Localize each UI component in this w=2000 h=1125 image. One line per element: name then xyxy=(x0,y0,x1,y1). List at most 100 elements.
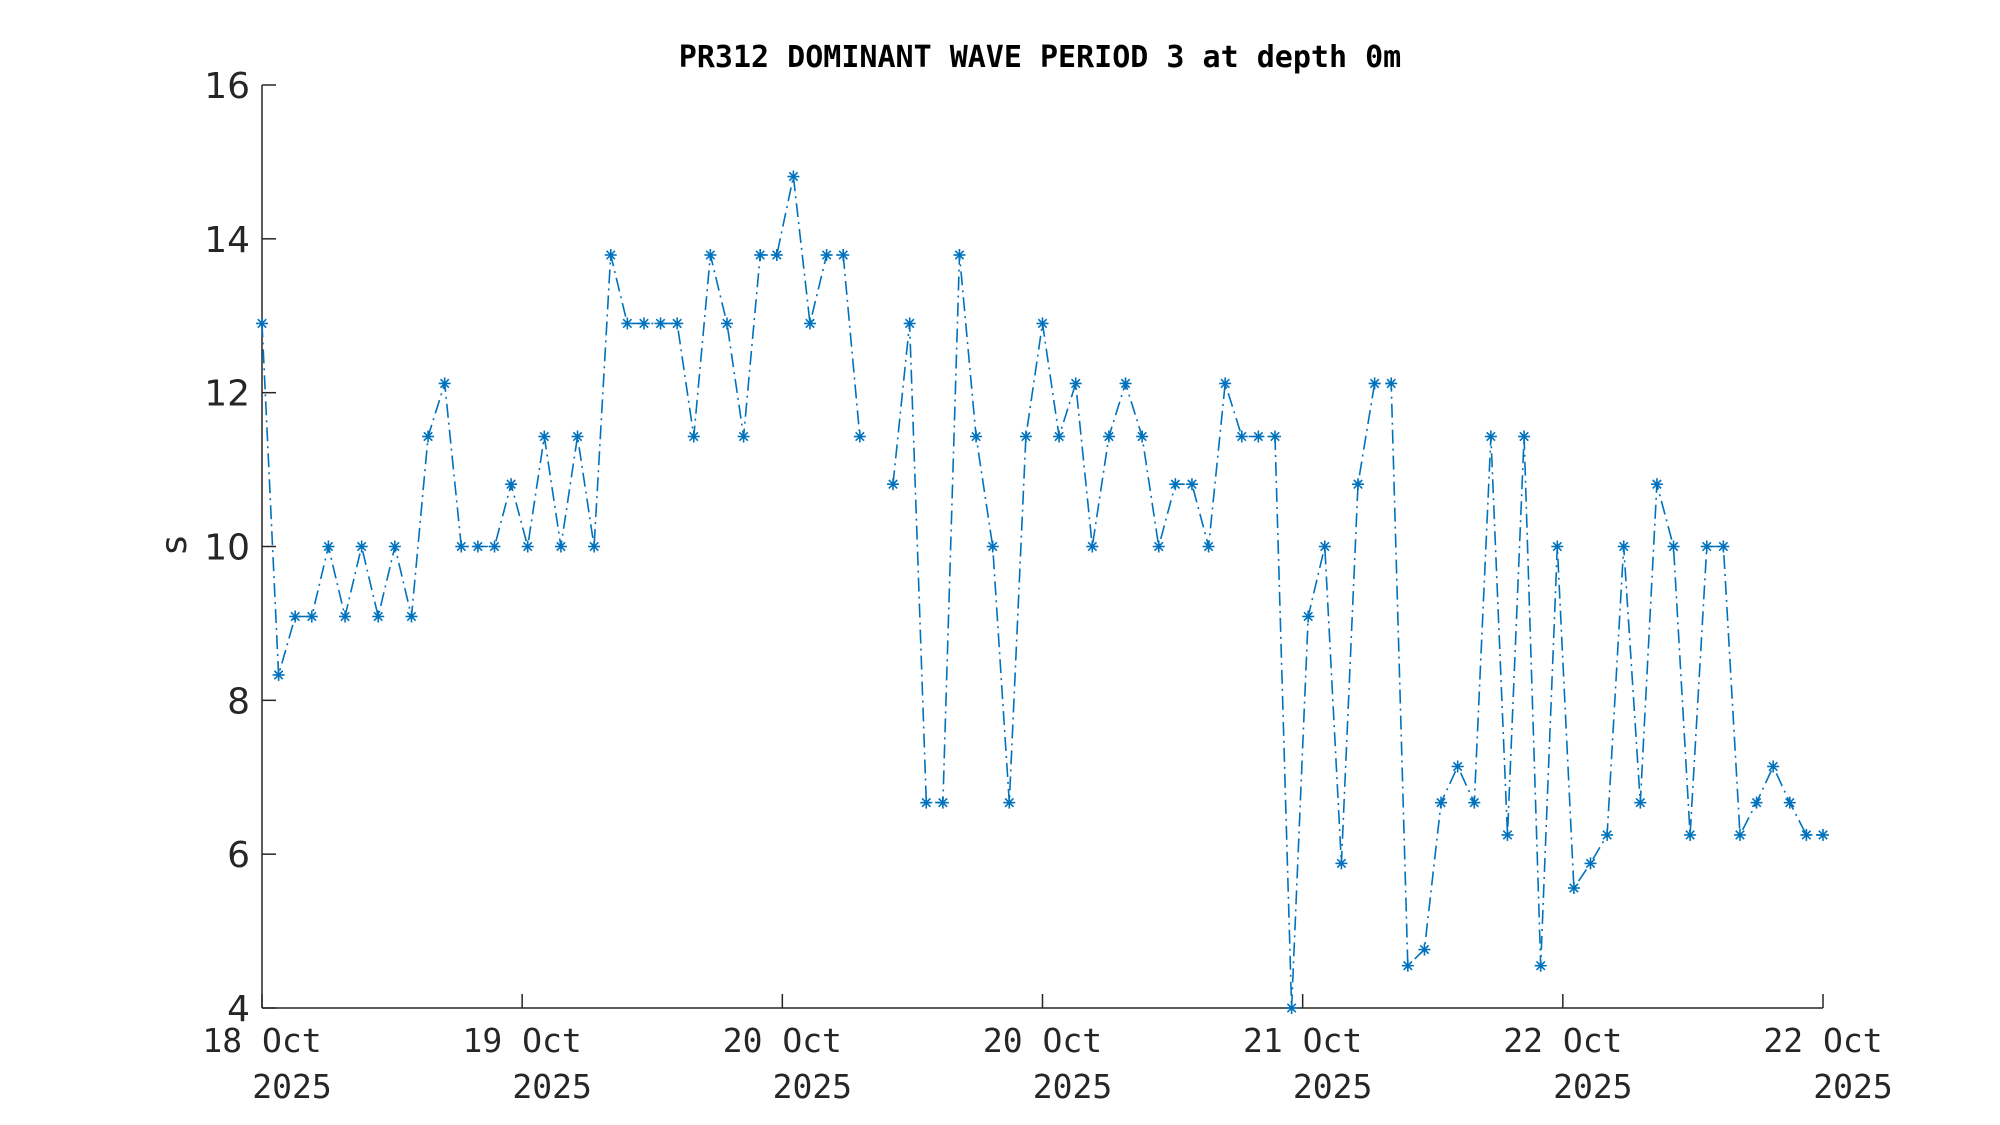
marker-stroke xyxy=(522,541,533,552)
y-tick-label: 10 xyxy=(204,528,250,569)
data-point-marker xyxy=(1634,796,1647,809)
data-point-marker xyxy=(1501,828,1514,841)
data-point-marker xyxy=(339,610,352,623)
data-point-marker xyxy=(1019,430,1032,443)
chart-title: PR312 DOMINANT WAVE PERIOD 3 at depth 0m xyxy=(679,40,1401,75)
x-tick-label-year: 2025 xyxy=(773,1067,852,1106)
data-point-marker xyxy=(1650,478,1663,491)
data-point-marker xyxy=(1767,760,1780,773)
marker-stroke xyxy=(821,250,832,260)
data-point-marker xyxy=(1750,796,1763,809)
marker-stroke xyxy=(689,431,699,442)
data-point-marker xyxy=(687,430,700,443)
marker-stroke xyxy=(1070,378,1081,389)
marker-stroke xyxy=(1353,479,1363,489)
data-point-marker xyxy=(1219,377,1232,390)
marker-stroke xyxy=(1336,858,1347,869)
data-point-marker xyxy=(754,248,767,261)
marker-stroke xyxy=(1535,960,1546,971)
marker-stroke xyxy=(556,541,566,552)
data-point-marker xyxy=(621,317,634,330)
marker-stroke xyxy=(589,541,599,552)
data-point-marker xyxy=(372,610,385,623)
y-tick-label: 16 xyxy=(204,66,250,107)
data-point-marker xyxy=(1684,828,1697,841)
marker-stroke xyxy=(772,250,782,260)
marker-stroke xyxy=(373,611,384,622)
marker-stroke xyxy=(1320,541,1330,552)
marker-stroke xyxy=(705,250,716,260)
data-point-marker xyxy=(1136,430,1149,443)
marker-stroke xyxy=(1054,431,1064,442)
y-tick-label: 4 xyxy=(227,989,250,1030)
marker-stroke xyxy=(1253,431,1264,442)
marker-stroke xyxy=(639,318,649,329)
x-tick-label-date: 22 Oct xyxy=(1503,1021,1622,1060)
data-point-marker xyxy=(1285,1002,1298,1014)
x-tick-label-year: 2025 xyxy=(252,1067,331,1106)
marker-stroke xyxy=(655,318,666,329)
data-point-marker xyxy=(820,248,833,261)
data-point-marker xyxy=(1185,478,1198,491)
data-point-marker xyxy=(1202,540,1215,553)
marker-stroke xyxy=(1303,611,1313,622)
data-point-marker xyxy=(1667,540,1680,553)
marker-stroke xyxy=(904,318,915,329)
data-point-marker xyxy=(322,540,335,553)
marker-stroke xyxy=(456,541,467,552)
data-point-marker xyxy=(1484,430,1497,443)
marker-stroke xyxy=(788,171,799,182)
data-point-marker xyxy=(1318,540,1331,553)
x-tick-label-date: 20 Oct xyxy=(983,1021,1102,1060)
y-tick-label: 14 xyxy=(204,220,250,261)
marker-stroke xyxy=(1585,858,1596,869)
marker-stroke xyxy=(1452,761,1463,772)
data-point-marker xyxy=(438,377,451,390)
marker-stroke xyxy=(755,250,765,260)
marker-stroke xyxy=(1286,1003,1297,1013)
data-point-marker xyxy=(289,610,302,623)
marker-stroke xyxy=(1701,541,1712,552)
marker-stroke xyxy=(1469,797,1480,808)
marker-stroke xyxy=(323,541,334,552)
marker-stroke xyxy=(1519,431,1529,442)
marker-stroke xyxy=(439,378,450,389)
marker-stroke xyxy=(838,250,848,260)
data-point-marker xyxy=(1169,478,1182,491)
marker-stroke xyxy=(1270,431,1280,442)
data-point-marker xyxy=(1418,943,1431,956)
data-point-marker xyxy=(1567,882,1580,895)
data-point-marker xyxy=(654,317,667,330)
data-point-marker xyxy=(953,248,966,261)
data-point-marker xyxy=(1435,796,1448,809)
marker-stroke xyxy=(1618,541,1629,552)
data-point-marker xyxy=(272,668,285,681)
data-point-marker xyxy=(1401,959,1414,972)
marker-stroke xyxy=(257,318,267,329)
marker-stroke xyxy=(1137,431,1147,442)
marker-stroke xyxy=(1486,431,1496,442)
marker-stroke xyxy=(1569,883,1579,893)
data-point-marker xyxy=(1302,610,1315,623)
marker-stroke xyxy=(1403,960,1413,971)
data-point-marker xyxy=(920,796,933,809)
data-point-marker xyxy=(521,540,534,553)
marker-stroke xyxy=(506,479,516,489)
data-point-marker xyxy=(455,540,468,553)
x-tick-label-year: 2025 xyxy=(1553,1067,1632,1106)
data-point-marker xyxy=(1717,540,1730,553)
marker-stroke xyxy=(1220,378,1230,389)
marker-stroke xyxy=(738,431,749,442)
marker-stroke xyxy=(1635,797,1646,808)
data-point-marker xyxy=(1817,828,1829,841)
marker-stroke xyxy=(539,431,550,442)
data-point-marker xyxy=(1368,377,1381,390)
marker-stroke xyxy=(489,541,500,552)
data-point-marker xyxy=(405,610,418,623)
marker-stroke xyxy=(987,541,998,552)
marker-stroke xyxy=(1818,830,1828,840)
data-point-marker xyxy=(1235,430,1248,443)
data-point-marker xyxy=(388,540,401,553)
data-point-marker xyxy=(1036,317,1049,330)
